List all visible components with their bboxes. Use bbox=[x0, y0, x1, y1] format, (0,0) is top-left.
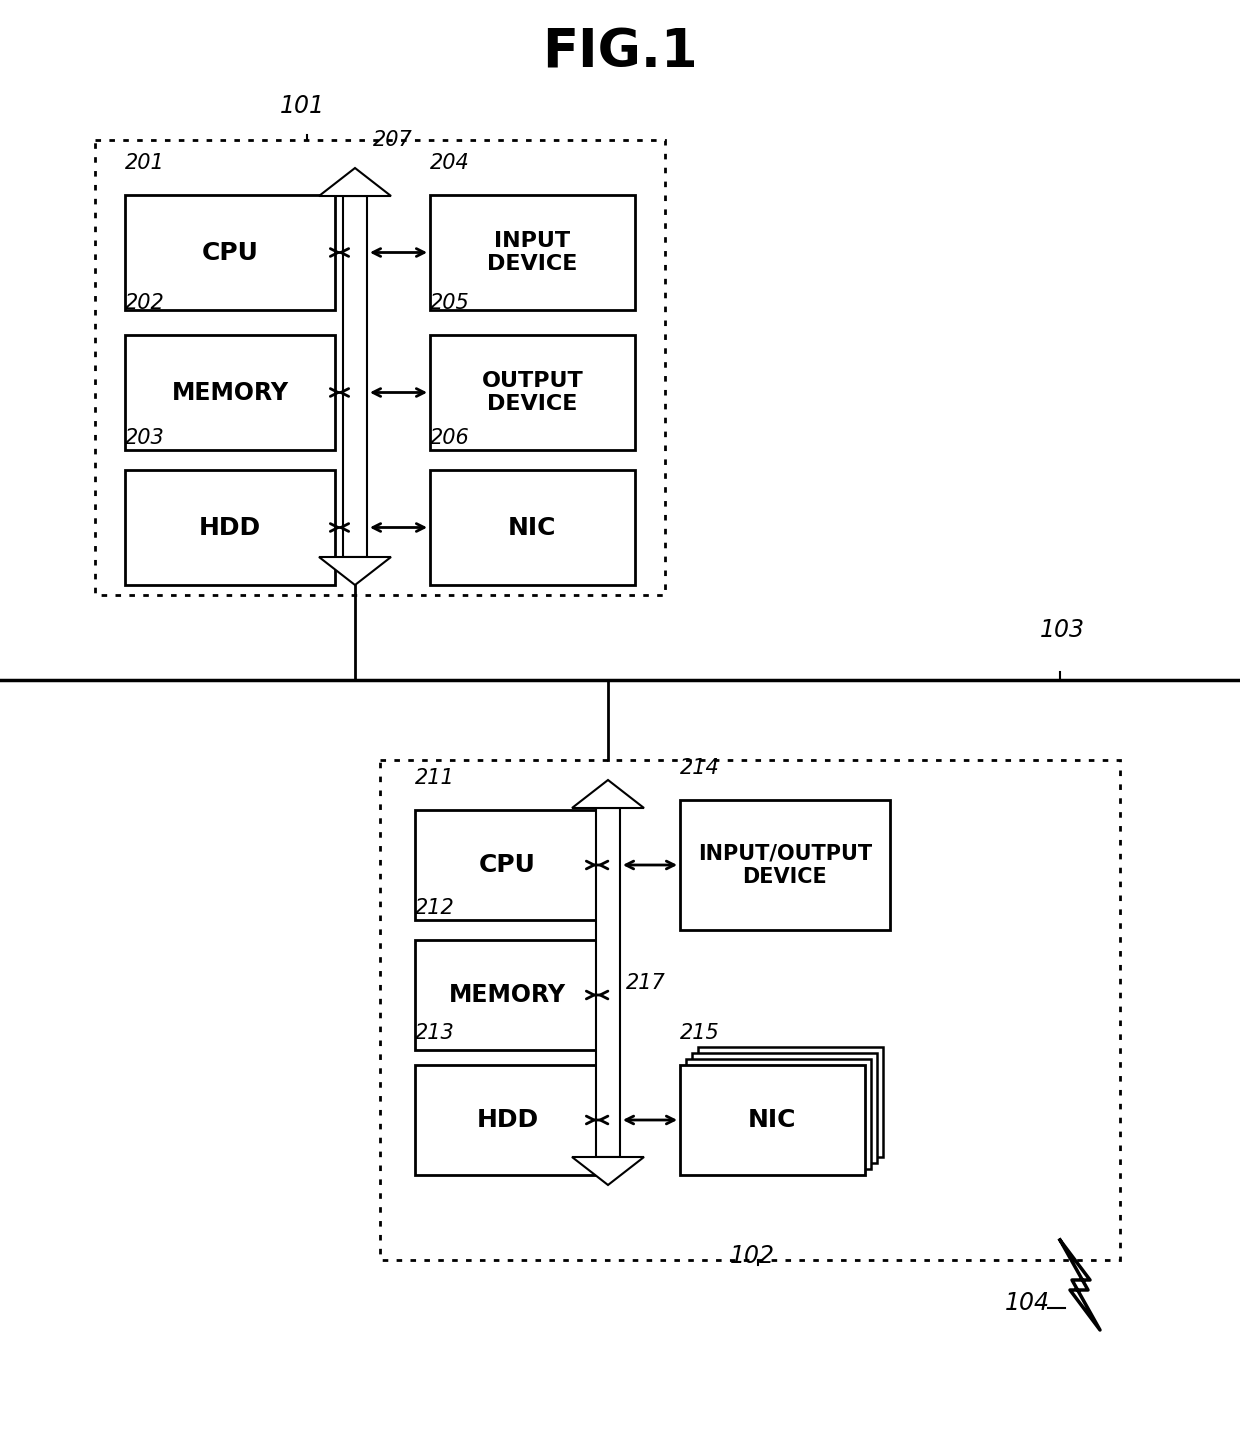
Bar bbox=[698, 1048, 883, 1156]
Text: 203: 203 bbox=[125, 427, 165, 448]
Text: 205: 205 bbox=[430, 293, 470, 313]
Text: 212: 212 bbox=[415, 898, 455, 919]
Bar bbox=[596, 809, 620, 1156]
Text: INPUT
DEVICE: INPUT DEVICE bbox=[487, 230, 578, 274]
Bar bbox=[125, 196, 335, 310]
Text: 217: 217 bbox=[626, 972, 666, 993]
Bar bbox=[415, 810, 600, 920]
Text: 102: 102 bbox=[730, 1245, 775, 1268]
Bar bbox=[343, 196, 367, 556]
Text: 104: 104 bbox=[1004, 1291, 1050, 1316]
Bar bbox=[415, 940, 600, 1051]
Bar bbox=[680, 800, 890, 930]
Polygon shape bbox=[572, 1156, 644, 1185]
Text: 202: 202 bbox=[125, 293, 165, 313]
Bar bbox=[125, 335, 335, 451]
Text: MEMORY: MEMORY bbox=[171, 381, 289, 404]
Text: HDD: HDD bbox=[476, 1108, 538, 1132]
Bar bbox=[680, 1065, 866, 1175]
Text: NIC: NIC bbox=[748, 1108, 797, 1132]
Text: 213: 213 bbox=[415, 1023, 455, 1043]
Text: MEMORY: MEMORY bbox=[449, 982, 567, 1007]
Text: 201: 201 bbox=[125, 154, 165, 172]
Bar bbox=[430, 196, 635, 310]
Bar bbox=[686, 1059, 870, 1169]
Bar bbox=[430, 335, 635, 451]
Polygon shape bbox=[572, 780, 644, 809]
Text: 204: 204 bbox=[430, 154, 470, 172]
Bar bbox=[430, 469, 635, 585]
Text: OUTPUT
DEVICE: OUTPUT DEVICE bbox=[481, 371, 583, 414]
Text: 103: 103 bbox=[1040, 619, 1085, 642]
Text: HDD: HDD bbox=[198, 516, 262, 539]
Polygon shape bbox=[319, 168, 391, 196]
Text: 214: 214 bbox=[680, 758, 719, 778]
Bar bbox=[379, 759, 1120, 1261]
Text: 211: 211 bbox=[415, 768, 455, 788]
Text: 101: 101 bbox=[280, 94, 325, 117]
Bar bbox=[415, 1065, 600, 1175]
Text: INPUT/OUTPUT
DEVICE: INPUT/OUTPUT DEVICE bbox=[698, 843, 872, 887]
Text: 207: 207 bbox=[373, 130, 413, 151]
Text: 206: 206 bbox=[430, 427, 470, 448]
Bar bbox=[95, 141, 665, 596]
Bar bbox=[125, 469, 335, 585]
Text: CPU: CPU bbox=[202, 241, 258, 265]
Text: 215: 215 bbox=[680, 1023, 719, 1043]
Bar bbox=[692, 1053, 877, 1164]
Text: NIC: NIC bbox=[508, 516, 557, 539]
Polygon shape bbox=[319, 556, 391, 585]
Text: CPU: CPU bbox=[479, 853, 536, 877]
Text: FIG.1: FIG.1 bbox=[542, 26, 698, 78]
